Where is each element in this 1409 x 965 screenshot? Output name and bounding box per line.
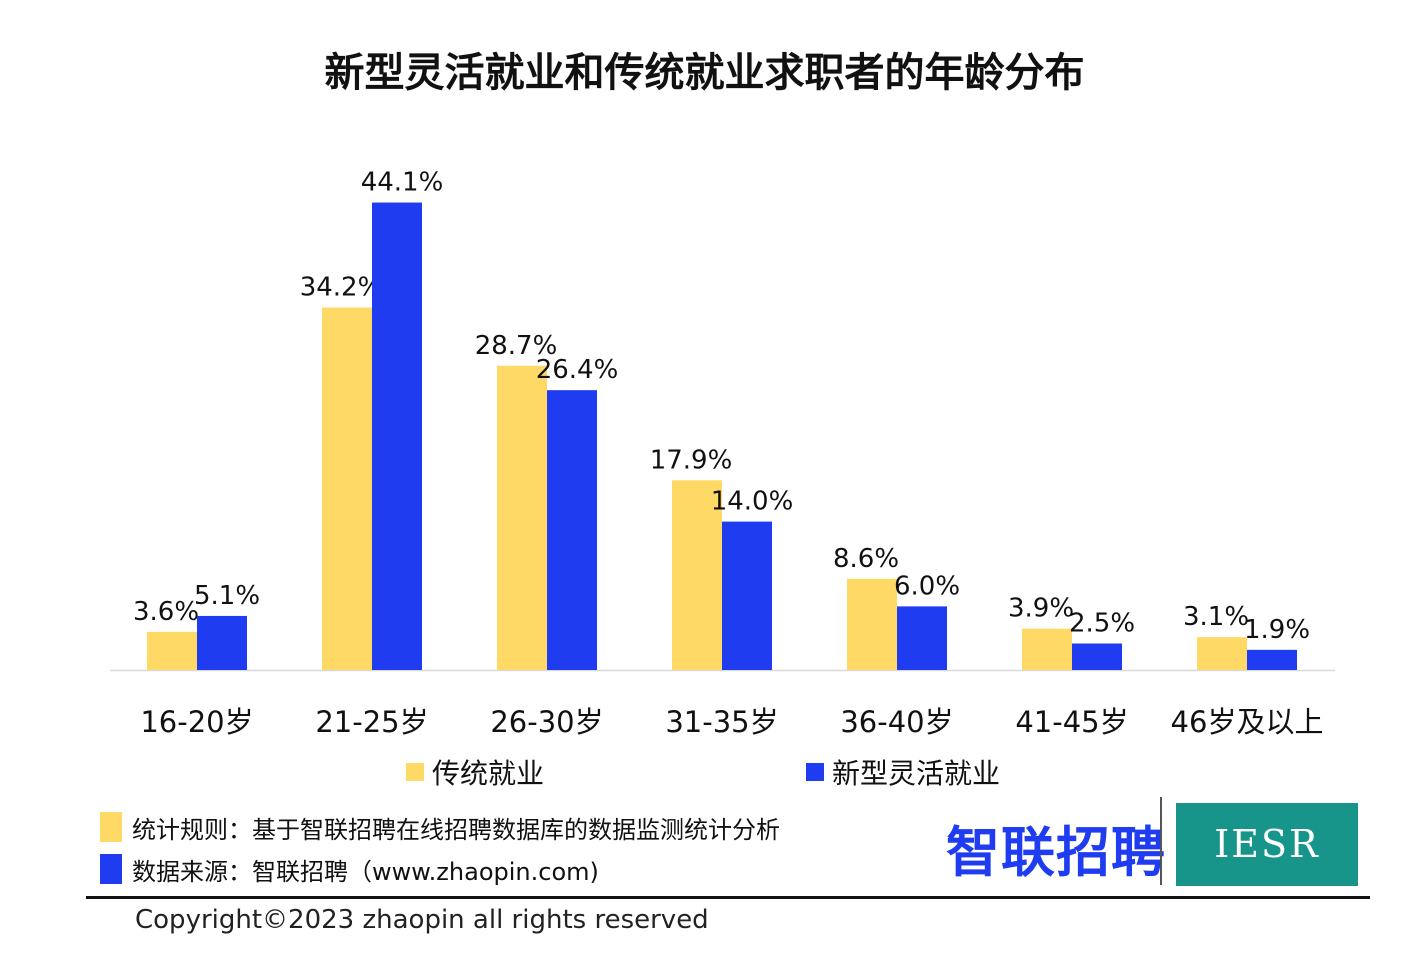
bar-flexible-1 <box>372 202 422 671</box>
legend-item-flexible: 新型灵活就业 <box>806 752 1000 792</box>
data-label-traditional-5: 3.9% <box>1008 594 1074 624</box>
legend-item-traditional: 传统就业 <box>406 752 544 792</box>
x-tick-label-4: 36-40岁 <box>840 705 953 739</box>
x-tick-label-0: 16-20岁 <box>140 705 253 739</box>
bar-flexible-6 <box>1247 649 1297 670</box>
note-rule-text: 统计规则：基于智联招聘在线招聘数据库的数据监测统计分析 <box>132 815 780 844</box>
bar-traditional-1 <box>322 307 372 670</box>
x-tick-label-1: 21-25岁 <box>315 705 428 739</box>
bar-flexible-4 <box>897 606 947 670</box>
x-tick-label-6: 46岁及以上 <box>1171 705 1324 739</box>
iesr-logo-text: IESR <box>1214 821 1320 866</box>
note-swatch-yellow <box>100 812 122 842</box>
data-label-flexible-2: 26.4% <box>536 355 619 385</box>
bar-flexible-0 <box>197 615 247 670</box>
x-tick-label-5: 41-45岁 <box>1015 705 1128 739</box>
legend-label-traditional: 传统就业 <box>432 757 545 790</box>
note-source-text: 数据来源：智联招聘（www.zhaopin.com) <box>132 857 599 886</box>
zhilian-logo: 智联招聘 <box>946 821 1166 884</box>
data-label-flexible-1: 44.1% <box>361 168 444 198</box>
data-label-flexible-4: 6.0% <box>894 571 960 601</box>
data-label-traditional-0: 3.6% <box>133 597 199 627</box>
logo-divider <box>1160 797 1162 885</box>
x-tick-label-3: 31-35岁 <box>665 705 778 739</box>
data-label-traditional-1: 34.2% <box>300 272 383 302</box>
legend-swatch-flexible <box>806 763 824 781</box>
data-label-traditional-2: 28.7% <box>475 331 558 361</box>
chart-notes: 统计规则：基于智联招聘在线招聘数据库的数据监测统计分析 数据来源：智联招聘（ww… <box>100 806 780 890</box>
iesr-logo: IESR <box>1176 803 1358 886</box>
bar-flexible-5 <box>1072 643 1122 670</box>
legend-label-flexible: 新型灵活就业 <box>832 757 1001 790</box>
note-source: 数据来源：智联招聘（www.zhaopin.com) <box>100 848 780 890</box>
bar-traditional-6 <box>1197 637 1247 670</box>
data-label-traditional-4: 8.6% <box>833 544 899 574</box>
data-label-flexible-3: 14.0% <box>711 487 794 517</box>
bar-traditional-4 <box>847 578 897 670</box>
footer-rule <box>86 896 1370 899</box>
note-swatch-blue <box>100 854 122 884</box>
bar-traditional-5 <box>1022 628 1072 670</box>
x-tick-label-2: 26-30岁 <box>490 705 603 739</box>
data-label-traditional-3: 17.9% <box>650 445 733 475</box>
chart-title: 新型灵活就业和传统就业求职者的年龄分布 <box>324 50 1085 96</box>
bar-traditional-2 <box>497 365 547 670</box>
data-label-flexible-6: 1.9% <box>1244 615 1310 645</box>
bar-traditional-3 <box>672 480 722 670</box>
note-rule: 统计规则：基于智联招聘在线招聘数据库的数据监测统计分析 <box>100 806 780 848</box>
data-label-flexible-5: 2.5% <box>1069 609 1135 639</box>
bar-flexible-2 <box>547 390 597 670</box>
bar-flexible-3 <box>722 521 772 670</box>
bar-traditional-0 <box>147 631 197 670</box>
copyright: Copyright©2023 zhaopin all rights reserv… <box>135 905 709 935</box>
data-label-flexible-0: 5.1% <box>194 581 260 611</box>
legend-swatch-traditional <box>406 763 424 781</box>
data-label-traditional-6: 3.1% <box>1183 602 1249 632</box>
